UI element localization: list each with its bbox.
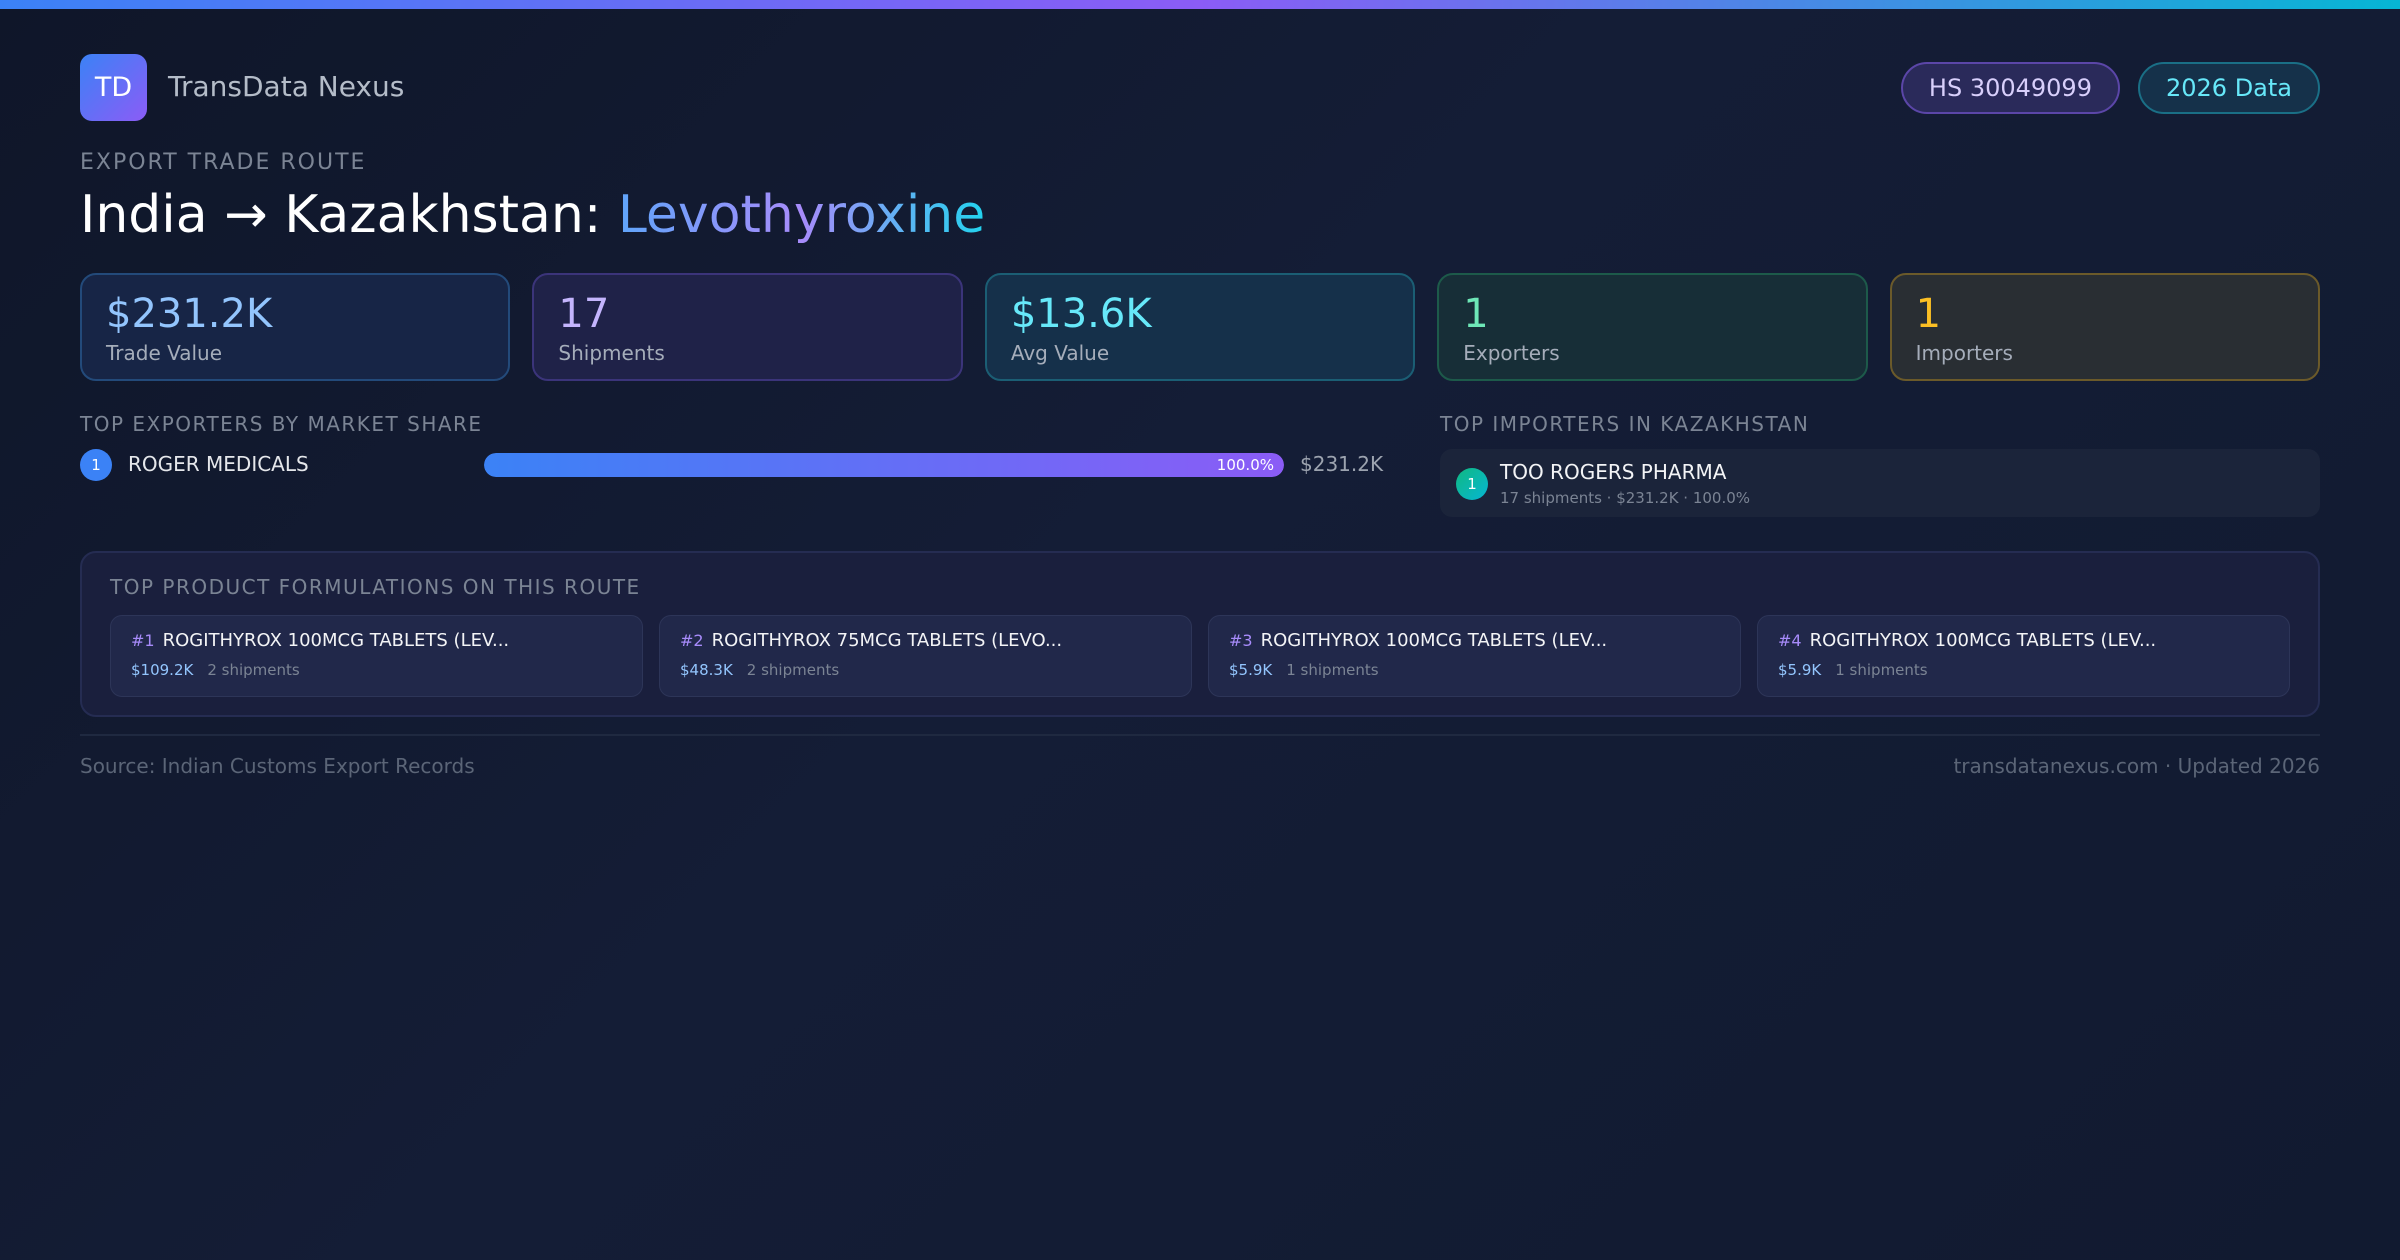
stat-value: $231.2K: [106, 291, 273, 337]
exporter-name: ROGER MEDICALS: [128, 452, 309, 476]
product-rank: #4: [1778, 631, 1802, 650]
stat-trade-value: $231.2K Trade Value: [80, 273, 511, 381]
product-rank: #1: [131, 631, 155, 650]
product-card[interactable]: #1 ROGITHYROX 100MCG TABLETS (LEV... $109.…: [110, 615, 643, 697]
exporter-value: $231.2K: [1300, 452, 1384, 476]
product-name: ROGITHYROX 100MCG TABLETS (LEV...: [1260, 630, 1608, 651]
product-card[interactable]: #4 ROGITHYROX 100MCG TABLETS (LEV... $5.9K…: [1757, 615, 2290, 697]
page-kicker: EXPORT TRADE ROUTE: [80, 150, 367, 175]
stat-avg-value: $13.6K Avg Value: [984, 273, 1416, 381]
footer-divider: [80, 734, 2320, 736]
product-shipments: 1 shipments: [1835, 661, 1928, 679]
importer-name: TOO ROGERS PHARMA: [1500, 460, 1727, 484]
footer-site[interactable]: transdatanexus.com · Updated 2026: [1953, 754, 2320, 778]
share-label: 100.0%: [1216, 456, 1274, 474]
product-rank: #3: [1229, 631, 1253, 650]
product-value: $109.2K: [131, 661, 194, 679]
exporters-title: TOP EXPORTERS BY MARKET SHARE: [80, 412, 483, 436]
stat-label: Importers: [1915, 341, 2013, 365]
product-shipments: 2 shipments: [746, 661, 840, 679]
product-value: $48.3K: [680, 661, 733, 679]
product-name: ROGITHYROX 75MCG TABLETS (LEVO...: [711, 630, 1063, 651]
stat-value: 1: [1463, 291, 1489, 337]
share-bar-fill: 100.0%: [484, 453, 1284, 477]
stat-exporters: 1 Exporters: [1437, 273, 1868, 381]
product-card[interactable]: #2 ROGITHYROX 75MCG TABLETS (LEVO... $48.3…: [659, 615, 1192, 697]
stat-label: Trade Value: [106, 341, 223, 365]
stats-row: $231.2K Trade Value 17 Shipments $13.6K Avg…: [80, 273, 2321, 381]
importer-row[interactable]: 1 TOO ROGERS PHARMA 17 shipments · $231.…: [1440, 449, 2320, 517]
data-year-badge: 2026 Data: [2137, 62, 2320, 114]
stat-value: $13.6K: [1010, 291, 1152, 337]
stat-label: Avg Value: [1010, 341, 1110, 365]
exporter-row[interactable]: 1 ROGER MEDICALS 100.0% $231.2K: [80, 448, 1384, 482]
stat-label: Shipments: [558, 341, 665, 365]
product-shipments: 2 shipments: [207, 661, 300, 679]
footer-source: Source: Indian Customs Export Records: [80, 754, 475, 778]
product-rank: #2: [680, 631, 704, 650]
logo[interactable]: TD: [80, 54, 147, 121]
product-name: Levothyroxine: [617, 185, 986, 245]
stat-label: Exporters: [1463, 341, 1560, 365]
stat-importers: 1 Importers: [1889, 273, 2321, 381]
product-shipments: 1 shipments: [1286, 661, 1379, 679]
stat-value: 17: [558, 291, 610, 337]
rank-badge: 1: [1456, 468, 1488, 500]
header: TD TransData Nexus HS 30049099 2026 Data: [80, 54, 2320, 121]
brand-name[interactable]: TransData Nexus: [168, 70, 405, 103]
products-panel: TOP PRODUCT FORMULATIONS ON THIS ROUTE #…: [80, 551, 2320, 717]
product-name: ROGITHYROX 100MCG TABLETS (LEV...: [162, 630, 510, 651]
importers-title: TOP IMPORTERS IN KAZAKHSTAN: [1440, 412, 1810, 436]
product-value: $5.9K: [1229, 661, 1273, 679]
stat-value: 1: [1915, 291, 1942, 337]
hs-code-badge: HS 30049099: [1900, 62, 2120, 114]
stat-shipments: 17 Shipments: [532, 273, 963, 381]
importer-detail: 17 shipments · $231.2K · 100.0%: [1500, 489, 1751, 507]
products-title: TOP PRODUCT FORMULATIONS ON THIS ROUTE: [110, 575, 641, 599]
top-accent-bar: [0, 0, 2400, 9]
share-bar: 100.0%: [484, 453, 1284, 477]
rank-badge: 1: [80, 449, 112, 481]
product-value: $5.9K: [1778, 661, 1822, 679]
page-title: India → Kazakhstan: Levothyroxine: [80, 185, 985, 245]
product-name: ROGITHYROX 100MCG TABLETS (LEV...: [1809, 630, 2157, 651]
route-text: India → Kazakhstan:: [80, 185, 618, 245]
product-card[interactable]: #3 ROGITHYROX 100MCG TABLETS (LEV... $5.9K…: [1208, 615, 1741, 697]
